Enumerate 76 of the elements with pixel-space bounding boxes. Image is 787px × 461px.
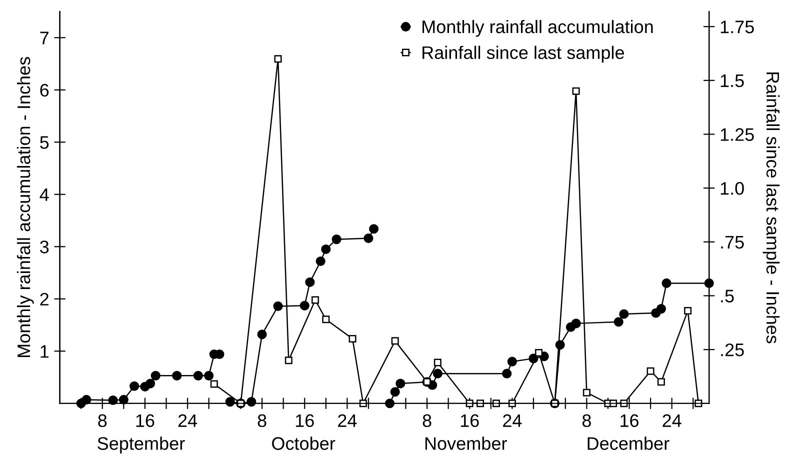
y-tick-label: 7 (40, 32, 48, 44)
point (322, 316, 330, 324)
y2-tick-label: .75 (721, 236, 744, 249)
legend-label: Rainfall since last sample (422, 46, 624, 63)
x-tick-label: 16 (296, 414, 314, 428)
x-tick-label: 24 (503, 414, 522, 427)
y-tick-label: 6 (40, 84, 49, 97)
point (614, 317, 624, 327)
x-tick-label: 24 (662, 414, 682, 427)
point (390, 387, 400, 397)
point (284, 356, 292, 364)
x-tick-label: 24 (338, 414, 357, 427)
y-tick-label: 2 (40, 292, 48, 306)
y2-tick-label: 1.25 (720, 128, 754, 141)
point (305, 277, 315, 287)
y-tick-label: 5 (40, 136, 49, 149)
x-tick-label: 8 (258, 414, 266, 428)
point (364, 233, 374, 244)
point (502, 368, 512, 378)
y2-tick-label: .25 (721, 343, 744, 356)
point (646, 367, 654, 375)
point (316, 256, 326, 266)
y2-tick-label: .5 (721, 290, 734, 302)
point (108, 395, 118, 406)
x-tick-label: 16 (620, 414, 639, 428)
y2-tick-label: 1.0 (720, 182, 744, 195)
point (210, 380, 218, 388)
point (312, 296, 320, 304)
y-tick-label: 4 (40, 188, 49, 201)
point (582, 388, 590, 396)
point (391, 337, 399, 345)
point (321, 244, 331, 254)
point (273, 301, 283, 311)
point (332, 234, 342, 244)
point (662, 278, 672, 288)
text: September (98, 436, 185, 454)
point (82, 394, 92, 405)
point (656, 304, 666, 314)
point (300, 300, 310, 310)
point (348, 335, 356, 343)
point (507, 356, 517, 366)
point (619, 309, 629, 319)
point (118, 394, 128, 405)
point (571, 318, 581, 328)
legend-label: Monthly rainfall accumulation (422, 20, 653, 37)
x-tick-label: 8 (422, 414, 432, 428)
point (274, 55, 282, 63)
point (150, 370, 160, 380)
point (657, 378, 665, 386)
y-tick-label: 1 (40, 345, 49, 358)
point (145, 378, 156, 388)
y2-tick-label: 1.5 (720, 74, 744, 88)
point (535, 349, 543, 357)
x-tick-label: 8 (98, 414, 107, 428)
point (172, 370, 182, 380)
text: October (272, 436, 336, 450)
point (204, 370, 214, 380)
x-tick-label: 16 (460, 414, 479, 428)
point (369, 224, 379, 234)
point (396, 378, 406, 388)
point (572, 87, 580, 95)
x-tick-label: 16 (136, 414, 154, 428)
text: December (588, 436, 670, 450)
y-axis-title: Monthly rainfall accumulation - Inches (16, 57, 34, 357)
point (193, 370, 203, 380)
x-tick-label: 24 (178, 414, 198, 427)
y-tick-label: 3 (40, 240, 49, 254)
y2-axis-title: Rainfall since last sample - Inches (762, 72, 780, 344)
text: November (425, 436, 507, 450)
y2-tick-label: 1.75 (720, 20, 754, 34)
point (257, 330, 267, 340)
point (432, 368, 442, 378)
point (684, 307, 692, 315)
point (434, 358, 442, 366)
x-tick-label: 8 (582, 414, 591, 428)
point (130, 381, 140, 391)
